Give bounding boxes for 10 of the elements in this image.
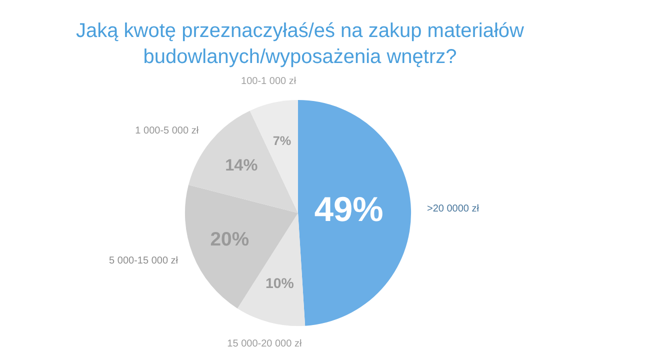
slice-label: 1 000-5 000 zł — [135, 125, 200, 136]
slice-label: 15 000-20 000 zł — [227, 338, 302, 350]
data-label: 49% — [314, 190, 384, 229]
chart-title: Jaką kwotę przeznaczyłaś/eś na zakup materiałów budowlanych/wyposażenia wnętrz? — [75, 19, 525, 70]
data-label: 10% — [266, 276, 294, 292]
data-label: 7% — [272, 134, 292, 148]
data-label: 14% — [225, 156, 258, 175]
slice-label: 5 000-15 000 zł — [109, 255, 179, 266]
slice-label: >20 0000 zł — [426, 204, 480, 215]
slice-label: 100-1 000 zł — [241, 76, 297, 87]
